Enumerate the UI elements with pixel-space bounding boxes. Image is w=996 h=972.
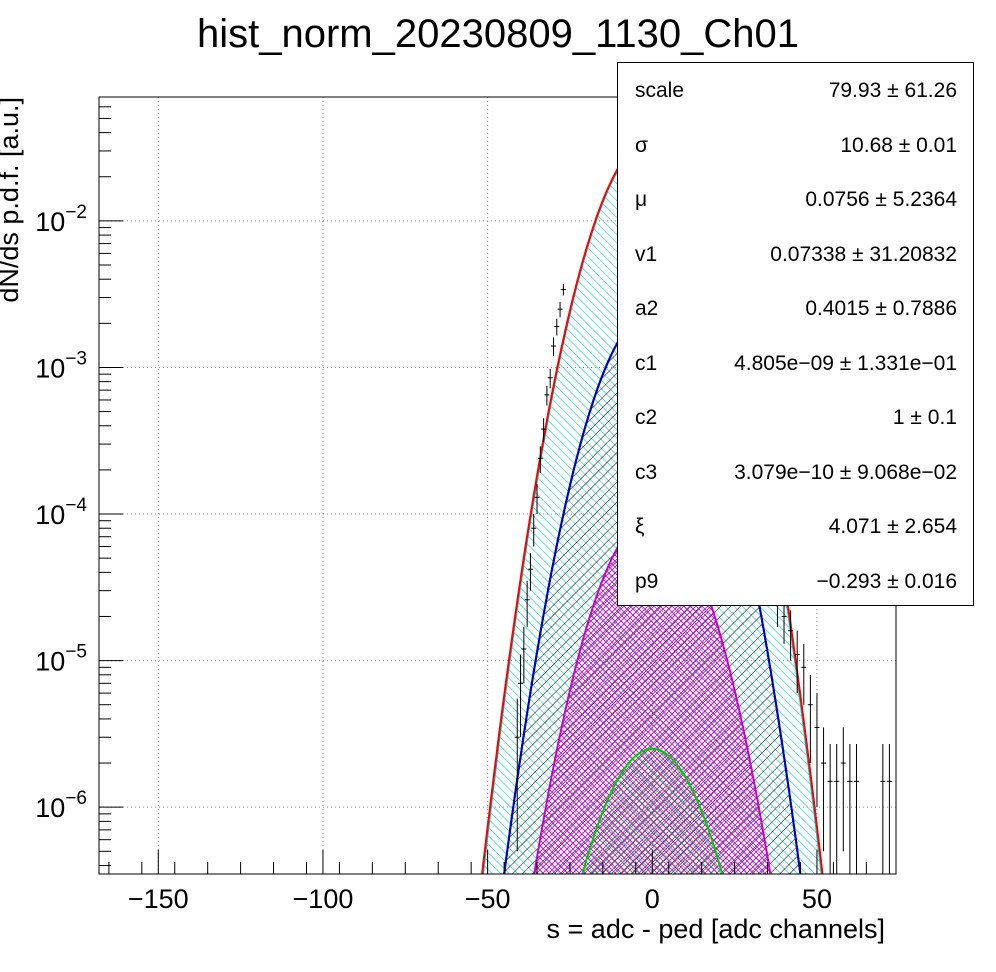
stat-row: c2 1 ± 0.1 bbox=[618, 390, 973, 444]
y-tick-label: 10−5 bbox=[35, 642, 87, 677]
data-points bbox=[514, 284, 892, 874]
curve-fill bbox=[534, 516, 771, 874]
x-tick-label: −100 bbox=[293, 884, 354, 914]
stat-name: ξ bbox=[635, 515, 645, 538]
stat-name: σ bbox=[635, 133, 648, 157]
fit-stats-box: scale 79.93 ± 61.26 σ 10.68 ± 0.01 μ 0.0756 ±… bbox=[617, 62, 974, 606]
stat-name: c1 bbox=[635, 351, 658, 375]
x-axis-title: s = adc - ped [adc channels] bbox=[547, 914, 885, 944]
stat-row: c3 3.079e−10 ± 9.068e−02 bbox=[618, 445, 973, 499]
fit-curve bbox=[581, 747, 724, 874]
y-tick-label: 10−3 bbox=[35, 348, 87, 383]
stat-row: ξ 4.071 ± 2.654 bbox=[618, 499, 973, 553]
stat-row: σ 10.68 ± 0.01 bbox=[618, 118, 973, 172]
stat-value: 0.4015 ± 0.7886 bbox=[805, 297, 957, 320]
chart-title: hist_norm_20230809_1130_Ch01 bbox=[197, 12, 799, 56]
stat-row: scale 79.93 ± 61.26 bbox=[618, 63, 973, 117]
y-axis-title: dN/ds p.d.f. [a.u.] bbox=[0, 97, 24, 303]
stat-value: 4.071 ± 2.654 bbox=[828, 515, 957, 538]
stat-row: μ 0.0756 ± 5.2364 bbox=[618, 172, 973, 226]
stat-name: scale bbox=[635, 79, 685, 102]
stat-value: 3.079e−10 ± 9.068e−02 bbox=[734, 460, 957, 484]
stat-name: p9 bbox=[635, 569, 659, 593]
stat-name: c2 bbox=[635, 406, 658, 429]
x-tick-label: −50 bbox=[465, 884, 511, 914]
stat-name: v1 bbox=[635, 242, 658, 266]
stat-value: 10.68 ± 0.01 bbox=[840, 133, 957, 157]
x-tick-label: −150 bbox=[128, 884, 189, 914]
stat-value: −0.293 ± 0.016 bbox=[816, 569, 957, 593]
curve-fill bbox=[582, 748, 723, 874]
x-tick-label: 50 bbox=[802, 884, 832, 914]
stat-row: a2 0.4015 ± 0.7886 bbox=[618, 281, 973, 335]
stat-name: a2 bbox=[635, 297, 659, 320]
stat-row: p9 −0.293 ± 0.016 bbox=[618, 554, 973, 608]
stat-name: μ bbox=[635, 188, 648, 211]
stat-value: 79.93 ± 61.26 bbox=[828, 79, 957, 102]
stat-value: 0.07338 ± 31.20832 bbox=[770, 242, 957, 266]
stat-value: 1 ± 0.1 bbox=[892, 406, 957, 429]
axis-ticks bbox=[99, 96, 867, 874]
stat-row: c1 4.805e−09 ± 1.331e−01 bbox=[618, 336, 973, 390]
stat-value: 0.0756 ± 5.2364 bbox=[805, 188, 957, 211]
stat-row: v1 0.07338 ± 31.20832 bbox=[618, 227, 973, 281]
tick-labels: −150 −100 −50 0 50 10−6 10−5 10−4 10−3 10−2 bbox=[35, 202, 832, 914]
y-tick-label: 10−2 bbox=[35, 202, 87, 237]
y-tick-label: 10−6 bbox=[35, 788, 87, 823]
stat-value: 4.805e−09 ± 1.331e−01 bbox=[734, 351, 957, 375]
y-tick-label: 10−4 bbox=[35, 495, 87, 530]
stat-name: c3 bbox=[635, 460, 658, 484]
x-tick-label: 0 bbox=[645, 884, 660, 914]
